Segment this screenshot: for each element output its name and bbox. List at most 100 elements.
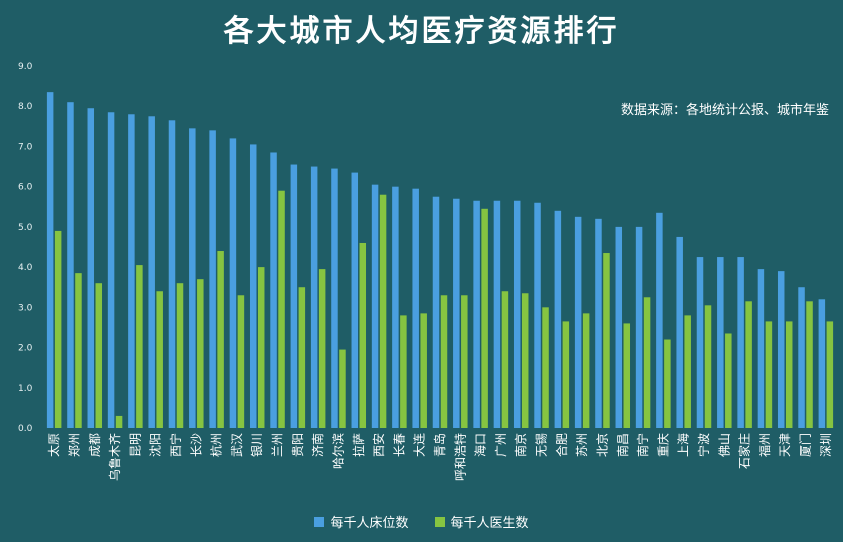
chart-title: 各大城市人均医疗资源排行 — [223, 14, 620, 49]
bar-doctors — [806, 301, 813, 428]
legend-item-doctors: 每千人医生数 — [434, 512, 529, 531]
bar-beds — [351, 172, 359, 428]
x-tick-label: 拉萨 — [351, 433, 366, 457]
x-tick-label: 乌鲁木齐 — [107, 433, 122, 481]
bar-doctors — [379, 194, 387, 428]
x-tick-label: 北京 — [595, 433, 609, 457]
x-tick-label: 石家庄 — [737, 433, 752, 469]
y-tick-label: 0.0 — [18, 424, 33, 434]
bar-beds — [757, 269, 765, 428]
bar-doctors — [298, 287, 306, 428]
x-tick-label: 哈尔滨 — [330, 433, 345, 469]
bar-beds — [595, 218, 602, 428]
legend: 每千人床位数 每千人医生数 — [0, 512, 843, 531]
bar-beds — [209, 130, 216, 429]
y-tick-label: 5.0 — [18, 223, 33, 233]
bar-doctors — [197, 279, 204, 428]
bar-doctors — [684, 315, 691, 428]
legend-label-doctors: 每千人医生数 — [450, 516, 529, 531]
bar-doctors — [725, 333, 732, 428]
x-tick-label: 南京 — [513, 433, 528, 457]
bar-beds — [574, 216, 582, 428]
bar-doctors — [501, 291, 509, 428]
bar-doctors — [54, 230, 62, 428]
bar-beds — [392, 186, 399, 428]
bar-beds — [412, 188, 419, 428]
y-tick-label: 1.0 — [18, 384, 33, 394]
bar-beds — [128, 114, 135, 429]
bar-doctors — [318, 269, 326, 428]
bar-beds — [290, 164, 298, 429]
x-tick-label: 广州 — [494, 433, 508, 457]
bar-beds — [310, 166, 318, 428]
x-tick-label: 海口 — [473, 433, 488, 457]
x-tick-label: 长春 — [392, 433, 406, 457]
bar-doctors — [440, 295, 448, 428]
bar-doctors — [582, 313, 590, 428]
bar-beds — [615, 226, 623, 428]
bar-doctors — [237, 295, 245, 428]
x-tick-label: 深圳 — [819, 433, 833, 457]
x-tick-label: 天津 — [778, 433, 792, 457]
bar-beds — [676, 236, 683, 428]
x-tick-label: 福州 — [757, 433, 772, 457]
bar-doctors — [623, 323, 631, 428]
bar-doctors — [278, 190, 285, 428]
bar-beds — [818, 299, 826, 428]
bar-doctors — [136, 265, 143, 428]
bar-doctors — [156, 291, 163, 428]
x-tick-label: 沈阳 — [148, 433, 163, 457]
x-tick-label: 上海 — [676, 433, 691, 457]
bar-doctors — [603, 253, 610, 428]
bar-doctors — [562, 321, 570, 428]
bar-beds — [229, 138, 237, 428]
bar-beds — [46, 92, 54, 428]
bar-beds — [493, 200, 501, 428]
x-tick-label: 呼和浩特 — [452, 433, 467, 481]
bar-doctors — [95, 283, 103, 428]
x-tick-label: 宁波 — [696, 433, 711, 457]
x-tick-label: 太原 — [46, 433, 61, 457]
x-tick-label: 苏州 — [575, 433, 589, 457]
bar-doctors — [826, 321, 834, 428]
bar-beds — [371, 184, 379, 428]
bar-doctors — [785, 321, 793, 428]
bar-doctors — [521, 293, 529, 428]
bar-beds — [87, 108, 95, 428]
x-tick-label: 西宁 — [168, 433, 183, 457]
x-tick-label: 青岛 — [432, 433, 447, 457]
bar-doctors — [420, 313, 427, 428]
x-tick-label: 兰州 — [271, 433, 285, 457]
bar-beds — [148, 116, 155, 428]
legend-item-beds: 每千人床位数 — [314, 512, 409, 531]
x-tick-label: 厦门 — [798, 433, 813, 457]
bar-doctors — [643, 297, 651, 428]
bar-beds — [249, 144, 257, 428]
bar-beds — [798, 287, 805, 428]
bar-beds — [168, 120, 176, 429]
x-tick-label: 郑州 — [66, 433, 81, 457]
bar-doctors — [257, 267, 265, 428]
bar-beds — [717, 257, 724, 428]
x-tick-label: 长沙 — [189, 433, 203, 457]
x-tick-label: 重庆 — [656, 433, 670, 457]
bar-beds — [107, 112, 115, 428]
y-tick-label: 6.0 — [18, 183, 33, 193]
bar-beds — [473, 200, 480, 428]
x-tick-label: 杭州 — [209, 433, 224, 457]
bar-doctors — [704, 305, 712, 428]
bar-doctors — [400, 315, 407, 428]
bar-doctors — [75, 273, 82, 428]
x-tick-label: 银川 — [250, 433, 264, 457]
y-tick-label: 7.0 — [18, 142, 33, 152]
bar-doctors — [339, 349, 346, 428]
bar-beds — [737, 257, 744, 428]
bar-beds — [656, 212, 663, 428]
x-tick-label: 无锡 — [534, 433, 549, 457]
bar-beds — [696, 257, 704, 428]
bar-beds — [67, 102, 74, 428]
x-tick-label: 南昌 — [615, 433, 630, 457]
x-tick-label: 成都 — [88, 433, 102, 457]
bar-beds — [534, 202, 541, 428]
